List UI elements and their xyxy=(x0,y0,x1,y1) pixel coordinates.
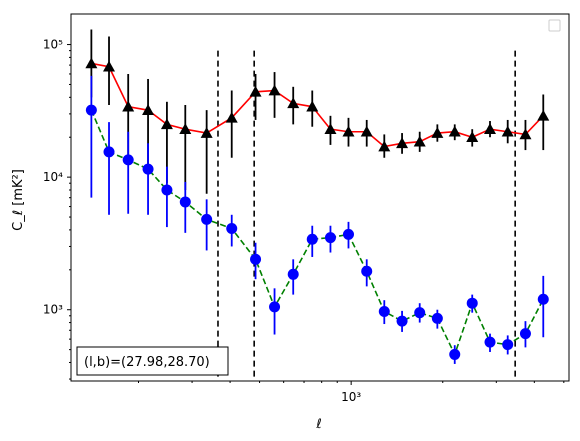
series-line xyxy=(91,62,544,148)
data-point-triangle xyxy=(225,111,238,123)
y-axis-label: C_ℓ [mK²] xyxy=(11,169,26,231)
data-point-circle xyxy=(324,232,336,244)
plot-frame xyxy=(70,13,570,382)
data-point-circle xyxy=(537,293,549,305)
data-point-triangle xyxy=(378,140,391,152)
x-tick-label: 10³ xyxy=(341,390,361,404)
data-point-circle xyxy=(378,305,390,317)
data-point-triangle xyxy=(268,84,281,96)
data-point-circle xyxy=(449,348,461,360)
data-point-circle xyxy=(342,228,354,240)
series-2 xyxy=(85,75,549,364)
annotation-frame xyxy=(76,346,229,376)
data-point-triangle xyxy=(142,104,155,115)
data-point-circle xyxy=(103,146,115,158)
data-point-circle xyxy=(361,265,373,277)
data-point-circle xyxy=(306,233,318,245)
data-point-circle xyxy=(519,328,531,340)
data-point-circle xyxy=(269,301,281,313)
data-point-circle xyxy=(484,336,496,348)
data-point-triangle xyxy=(287,97,300,109)
y-tick-label: 10³ xyxy=(43,303,63,317)
data-point-circle xyxy=(85,104,97,116)
y-tick-label: 10⁵ xyxy=(43,38,63,52)
data-point-triangle xyxy=(537,109,550,121)
x-axis-label: ℓ xyxy=(315,417,321,432)
data-point-triangle xyxy=(448,125,461,137)
data-point-circle xyxy=(431,312,443,324)
data-point-circle xyxy=(161,184,173,196)
data-point-triangle xyxy=(396,137,409,149)
series-1 xyxy=(85,29,550,194)
y-tick-label: 10⁴ xyxy=(43,170,63,184)
data-point-triangle xyxy=(306,100,319,112)
data-point-triangle xyxy=(360,125,373,137)
data-point-triangle xyxy=(324,123,337,134)
series-line xyxy=(90,109,544,357)
legend-box xyxy=(548,19,561,32)
annotation-text: (l,b)=(27.98,28.70) xyxy=(84,355,210,370)
series-layer xyxy=(85,29,550,364)
data-point-triangle xyxy=(85,57,98,69)
data-point-triangle xyxy=(501,125,514,137)
data-point-circle xyxy=(179,196,191,208)
data-point-triangle xyxy=(200,127,213,138)
data-point-triangle xyxy=(413,135,426,147)
data-point-circle xyxy=(226,222,238,234)
data-point-triangle xyxy=(249,85,262,97)
data-point-triangle xyxy=(179,123,192,134)
data-point-circle xyxy=(466,297,478,309)
vertical-marker-lines xyxy=(217,50,516,381)
data-point-triangle xyxy=(103,60,116,72)
data-point-circle xyxy=(201,213,213,225)
data-point-triangle xyxy=(342,125,355,137)
data-point-circle xyxy=(250,253,262,265)
data-point-triangle xyxy=(431,127,444,138)
data-point-circle xyxy=(122,154,134,166)
annotation-box: (l,b)=(27.98,28.70) xyxy=(76,346,229,376)
data-point-circle xyxy=(502,339,514,351)
data-point-triangle xyxy=(160,118,173,130)
data-point-circle xyxy=(396,315,408,327)
axis-ticks: 10³ 10⁴ 10⁵ 10³ xyxy=(43,38,565,404)
data-point-triangle xyxy=(466,131,479,143)
data-point-triangle xyxy=(484,123,497,134)
data-point-triangle xyxy=(519,128,532,140)
data-point-circle xyxy=(414,307,426,319)
data-point-triangle xyxy=(122,100,135,112)
data-point-circle xyxy=(142,163,154,175)
data-point-circle xyxy=(287,268,299,280)
